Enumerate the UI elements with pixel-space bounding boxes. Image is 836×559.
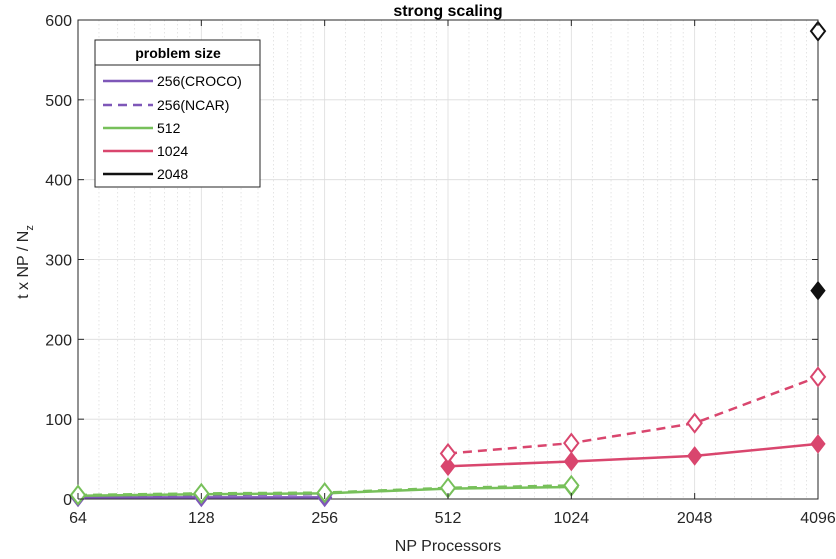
series-512-dashed-marker <box>316 481 333 504</box>
legend-label-512: 512 <box>157 120 181 136</box>
chart-title: strong scaling <box>393 3 502 20</box>
x-tick-label: 512 <box>435 510 462 527</box>
series-1024-dashed-line <box>447 375 819 455</box>
y-tick-label: 300 <box>45 253 72 270</box>
legend-box <box>94 39 261 188</box>
legend-label-1024: 1024 <box>157 143 188 159</box>
series-1024-solid-marker <box>440 456 456 477</box>
x-axis-label: NP Processors <box>395 538 501 555</box>
series-2048-dashed-marker <box>809 20 827 42</box>
x-tick-label: 256 <box>311 510 338 527</box>
tick-layer: 64 128 256 512 1024 2048 4096 0 100 200 300 400 500 6… <box>45 13 836 527</box>
series-1024-solid-marker <box>810 434 826 454</box>
series-1024-dashed-marker <box>686 412 703 434</box>
y-tick-label: 200 <box>45 332 72 349</box>
series-1024-solid-marker <box>687 446 703 466</box>
y-tick-label: 0 <box>63 492 72 509</box>
legend-title: problem size <box>135 45 221 61</box>
series-1024-solid-marker <box>563 451 579 472</box>
x-tick-label: 1024 <box>554 510 590 527</box>
series-1024-dashed-marker <box>563 432 580 454</box>
series-512-dashed-marker <box>563 474 580 497</box>
y-tick-label: 600 <box>45 13 72 30</box>
y-tick-label: 100 <box>45 412 72 429</box>
series-1024-dashed-marker <box>439 442 457 465</box>
legend-label-256-croco: 256(CROCO) <box>157 73 242 89</box>
legend-label-2048: 2048 <box>157 166 188 182</box>
x-tick-label: 4096 <box>800 510 836 527</box>
series-1024-dashed-marker <box>809 366 827 388</box>
y-tick-label: 400 <box>45 173 72 190</box>
legend: problem size 256(CROCO) 256(NCAR) 512 10… <box>94 39 261 188</box>
x-tick-label: 128 <box>188 510 215 527</box>
x-tick-label: 64 <box>69 510 87 527</box>
y-axis-label: t x NP / Nz <box>15 225 36 299</box>
series-2048-solid-marker <box>810 280 826 301</box>
y-tick-label: 500 <box>45 93 72 110</box>
y-axis-label-main: t x NP / N <box>15 231 32 299</box>
x-tick-label: 2048 <box>677 510 713 527</box>
legend-label-256-ncar: 256(NCAR) <box>157 97 229 113</box>
series-1024-solid-line <box>447 442 819 468</box>
y-axis-label-subscript: z <box>24 225 36 231</box>
